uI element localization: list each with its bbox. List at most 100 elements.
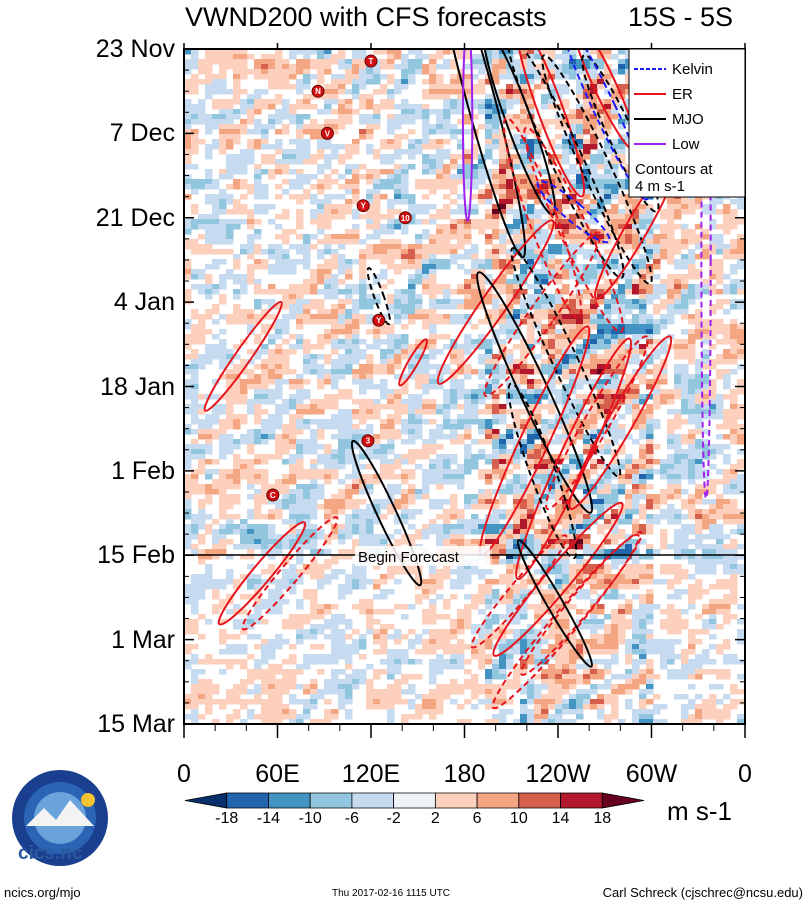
field-cell — [576, 309, 584, 315]
field-cell — [191, 374, 199, 380]
field-cell — [576, 409, 584, 415]
field-cell — [415, 404, 423, 410]
field-cell — [527, 169, 535, 175]
field-cell — [688, 199, 696, 205]
field-cell — [499, 119, 507, 125]
field-cell — [240, 274, 248, 280]
field-cell — [415, 349, 423, 355]
field-cell — [611, 89, 619, 95]
field-cell — [233, 439, 241, 445]
field-cell — [443, 334, 451, 340]
field-cell — [737, 329, 745, 335]
field-cell — [366, 299, 374, 305]
field-cell — [198, 329, 206, 335]
field-cell — [548, 364, 556, 370]
field-cell — [191, 109, 199, 115]
field-cell — [625, 279, 633, 285]
field-cell — [366, 454, 374, 460]
field-cell — [478, 474, 486, 480]
field-cell — [653, 284, 661, 290]
field-cell — [317, 139, 325, 145]
field-cell — [492, 394, 500, 400]
field-cell — [331, 179, 339, 185]
field-cell — [373, 69, 381, 75]
field-cell — [723, 289, 731, 295]
field-cell — [723, 454, 731, 460]
field-cell — [184, 454, 192, 460]
field-cell — [345, 414, 353, 420]
field-cell — [646, 219, 654, 225]
field-cell — [345, 289, 353, 295]
field-cell — [219, 429, 227, 435]
field-cell — [576, 304, 584, 310]
field-cell — [569, 129, 577, 135]
field-cell — [478, 469, 486, 475]
field-cell — [688, 419, 696, 425]
field-cell — [254, 219, 262, 225]
field-cell — [324, 159, 332, 165]
field-cell — [527, 364, 535, 370]
field-cell — [303, 79, 311, 85]
field-cell — [618, 179, 626, 185]
field-cell — [184, 319, 192, 325]
field-cell — [401, 199, 409, 205]
field-cell — [296, 394, 304, 400]
field-cell — [667, 279, 675, 285]
field-cell — [296, 379, 304, 385]
field-cell — [492, 419, 500, 425]
field-cell — [492, 359, 500, 365]
field-cell — [436, 469, 444, 475]
field-cell — [275, 164, 283, 170]
field-cell — [457, 434, 465, 440]
field-cell — [247, 219, 255, 225]
field-cell — [373, 364, 381, 370]
field-cell — [555, 214, 563, 220]
field-cell — [478, 384, 486, 390]
field-cell — [492, 339, 500, 345]
field-cell — [709, 364, 717, 370]
field-cell — [618, 194, 626, 200]
field-cell — [289, 479, 297, 485]
field-cell — [632, 394, 640, 400]
field-cell — [226, 394, 234, 400]
field-cell — [184, 444, 192, 450]
field-cell — [275, 359, 283, 365]
field-cell — [590, 324, 598, 330]
field-cell — [541, 359, 549, 365]
field-cell — [275, 79, 283, 85]
field-cell — [394, 194, 402, 200]
field-cell — [541, 239, 549, 245]
field-cell — [331, 319, 339, 325]
field-cell — [590, 309, 598, 315]
field-cell — [737, 219, 745, 225]
field-cell — [331, 149, 339, 155]
field-cell — [597, 414, 605, 420]
field-cell — [289, 149, 297, 155]
field-cell — [590, 399, 598, 405]
field-cell — [282, 439, 290, 445]
field-cell — [674, 289, 682, 295]
field-cell — [737, 279, 745, 285]
field-cell — [506, 179, 514, 185]
field-cell — [240, 459, 248, 465]
field-cell — [387, 444, 395, 450]
field-cell — [569, 219, 577, 225]
field-cell — [324, 194, 332, 200]
field-cell — [401, 79, 409, 85]
field-cell — [282, 264, 290, 270]
field-cell — [254, 354, 262, 360]
field-cell — [429, 69, 437, 75]
field-cell — [394, 174, 402, 180]
field-cell — [212, 194, 220, 200]
field-cell — [352, 349, 360, 355]
field-cell — [618, 124, 626, 130]
field-cell — [520, 444, 528, 450]
field-cell — [219, 49, 227, 55]
field-cell — [485, 369, 493, 375]
field-cell — [527, 139, 535, 145]
field-cell — [338, 364, 346, 370]
field-cell — [366, 364, 374, 370]
field-cell — [184, 244, 192, 250]
field-cell — [548, 189, 556, 195]
field-cell — [674, 224, 682, 230]
